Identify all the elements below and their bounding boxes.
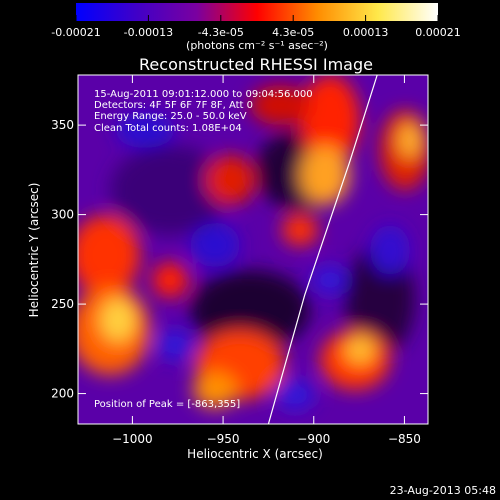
timestamp: 23-Aug-2013 05:48 [390,484,496,497]
colorbar-tick-label: 0.00021 [415,26,461,39]
x-axis-label: Heliocentric X (arcsec) [187,447,323,461]
y-tick-label: 250 [51,297,74,311]
y-axis-label: Heliocentric Y (arcsec) [27,183,41,318]
colorbar [76,3,438,21]
colorbar-tick-label: -4.3e-05 [198,26,244,39]
x-tick-label: −850 [388,432,421,446]
info-time-range: 15-Aug-2011 09:01:12.000 to 09:04:56.000 [94,89,313,100]
colorbar-tick-label: -0.00021 [51,26,100,39]
x-tick-label: −1000 [112,432,153,446]
colorbar-units: (photons cm⁻² s⁻¹ asec⁻²) [186,39,328,52]
x-tick-label: −950 [207,432,240,446]
colorbar-tick-labels: -0.00021 -0.00013 -4.3e-05 4.3e-05 0.00013 0.… [51,26,460,39]
colorbar-tick-label: -0.00013 [124,26,173,39]
x-tick-label: −900 [297,432,330,446]
peak-position-label: Position of Peak = [-863,355] [94,399,240,410]
y-tick-label: 350 [51,118,74,132]
rhessi-image [78,75,428,424]
y-tick-label: 200 [51,387,74,401]
info-energy-range: Energy Range: 25.0 - 50.0 keV [94,111,247,122]
info-detectors: Detectors: 4F 5F 6F 7F 8F, Att 0 [94,100,253,111]
colorbar-ticks [75,15,439,21]
info-clean-counts: Clean Total counts: 1.08E+04 [94,123,242,134]
y-axis-ticks: 200 250 300 350 [51,118,428,401]
y-tick-label: 300 [51,208,74,222]
x-axis-ticks: −1000 −950 −900 −850 [112,75,421,446]
solar-limb-line [267,75,378,424]
colorbar-tick-label: 4.3e-05 [272,26,314,39]
info-block: 15-Aug-2011 09:01:12.000 to 09:04:56.000… [94,89,313,134]
plot-title: Reconstructed RHESSI Image [139,55,373,74]
colorbar-tick-label: 0.00013 [343,26,389,39]
plot-frame [77,74,429,425]
